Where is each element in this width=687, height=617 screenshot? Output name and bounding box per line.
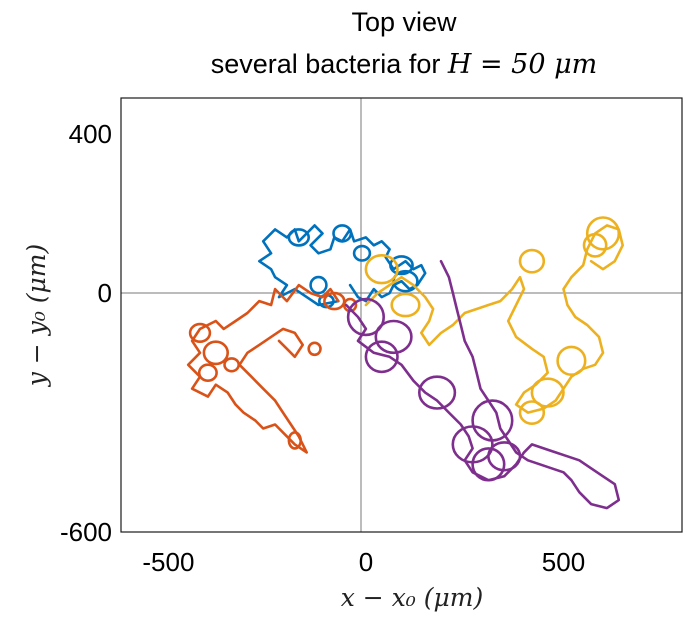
trajectory-loop [389, 255, 414, 276]
trajectory-loop [332, 224, 353, 243]
chart-title: Top view [351, 7, 457, 37]
trajectory-loop [309, 275, 328, 295]
series-layer [186, 216, 625, 510]
y-tick-label: 0 [98, 278, 112, 308]
trajectory-loop [197, 363, 218, 383]
plot-area [120, 97, 683, 533]
x-axis-label: x − x₀ (μm) [341, 583, 483, 612]
x-tick-label: 0 [359, 547, 373, 577]
y-tick-label: -600 [60, 517, 112, 547]
y-axis-label: y − y₀ (μm) [22, 244, 51, 388]
trajectory-loop [364, 340, 399, 374]
trajectory-series-2 [186, 283, 358, 454]
trajectory-path [344, 259, 621, 510]
y-tick-label: 400 [69, 119, 112, 149]
trajectory-loop [364, 254, 399, 285]
trajectory-loop [530, 377, 565, 408]
trajectory-loop [307, 341, 322, 357]
trajectory-series-3 [364, 216, 625, 426]
trajectory-path [364, 224, 625, 414]
trajectory-loop [518, 248, 546, 274]
x-tick-label: 500 [542, 547, 585, 577]
trajectory-loop [346, 297, 386, 337]
ticks-layer: -500 0 500 -600 0 400 [60, 119, 585, 577]
trajectory-loop [518, 400, 546, 426]
trajectory-loop [287, 228, 310, 247]
trajectory-path [186, 283, 340, 454]
trajectory-loop [352, 244, 372, 262]
chart-subtitle-text: several bacteria for [211, 49, 448, 79]
trajectory-loop [556, 345, 587, 376]
trajectory-loop [374, 319, 413, 355]
chart-subtitle: several bacteria for H = 50 μm [211, 49, 598, 80]
trajectory-loop [188, 322, 212, 344]
trajectory-loop [287, 431, 302, 450]
trajectory-series-4 [344, 259, 621, 510]
trajectory-loop [471, 447, 506, 482]
trajectory-loop [390, 292, 421, 318]
trajectory-loop [585, 216, 621, 251]
plot-frame [120, 97, 683, 533]
chart-subtitle-math: H = 50 μm [447, 49, 597, 80]
x-tick-label: -500 [142, 547, 194, 577]
trajectory-loop [418, 375, 457, 410]
trajectory-loop [202, 340, 230, 366]
trajectory-loop [582, 232, 608, 258]
trajectory-loop [223, 357, 240, 373]
